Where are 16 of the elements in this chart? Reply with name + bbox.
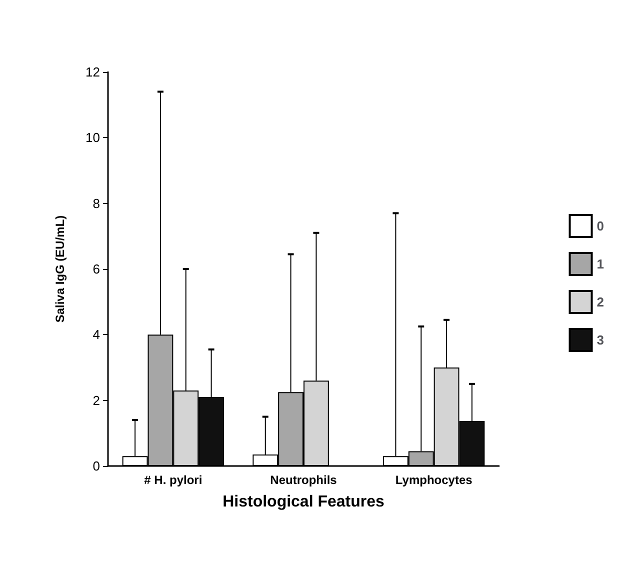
x-tick-label: Lymphocytes — [395, 473, 473, 487]
y-tick-label: 8 — [92, 196, 100, 211]
legend-label: 0 — [596, 218, 604, 234]
y-tick-label: 6 — [92, 262, 100, 276]
legend-label: 1 — [596, 256, 604, 272]
y-tick-label: 0 — [92, 458, 100, 474]
y-tick-label: 10 — [86, 130, 100, 146]
x-tick-label: Neutrophils — [270, 473, 338, 487]
y-tick-label: 4 — [92, 327, 100, 342]
x-tick-label: # H. pylori — [144, 473, 202, 487]
y-tick-label: 2 — [92, 392, 100, 408]
y-axis-title: Saliva IgG (EU/mL) — [53, 215, 67, 323]
legend-label: 2 — [596, 294, 604, 310]
x-axis-title: Histological Features — [222, 494, 385, 510]
legend-label: 3 — [596, 332, 604, 348]
y-tick-label: 12 — [86, 64, 100, 80]
